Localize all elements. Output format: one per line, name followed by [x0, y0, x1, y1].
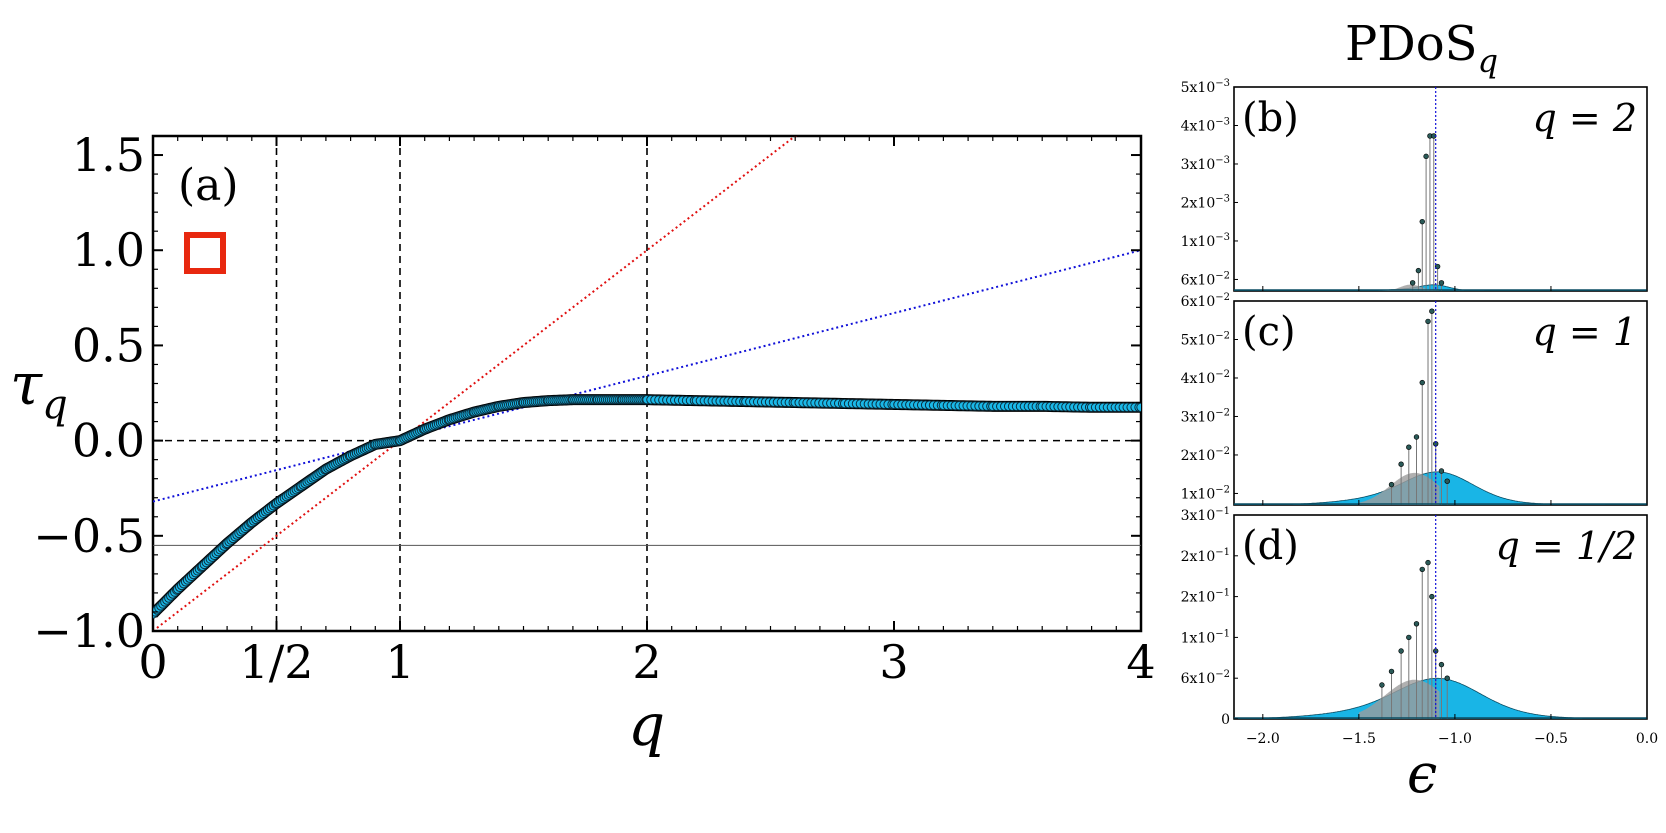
x-tick-label-3: 2: [632, 635, 661, 689]
pdos-grey-area: [1358, 472, 1440, 505]
pdos-spike-point: [1398, 461, 1404, 467]
pdos-spike-point: [1406, 444, 1412, 450]
x-axis-label: q: [628, 691, 665, 759]
pdos-y-tick-label: 2x10−1: [1181, 588, 1230, 606]
y-tick-label-0: −1.0: [33, 604, 145, 658]
pdos-y-tick-label: 2x10−2: [1181, 446, 1230, 464]
pdos-y-tick-label: 3x10−1: [1181, 506, 1230, 524]
pdos-spike-point: [1429, 308, 1435, 314]
pdos-spike-point: [1406, 634, 1412, 641]
y-tick-label-5: 1.5: [72, 128, 145, 182]
pdos-spike-point: [1388, 668, 1395, 675]
panel-a-ticks: −1.0 −0.5 0.0 0.5 1.0 1.5 0 1/2 1 2 3 4: [33, 128, 1155, 689]
y-tick-label-1: −0.5: [33, 509, 145, 563]
pdos-spike-point: [1444, 478, 1450, 484]
pdos-panel-label: (b): [1242, 95, 1299, 141]
pdos-spike-point: [1413, 621, 1420, 627]
right-title: PDoSq: [1345, 16, 1498, 80]
pdos-spike-point: [1419, 566, 1425, 573]
red-square-marker: [184, 232, 226, 274]
pdos-y-tick-label: 6x10−2: [1181, 292, 1230, 310]
pdos-spike-point: [1409, 280, 1416, 286]
panel-a-data: [153, 394, 1141, 619]
pdos-spike-point: [1425, 559, 1431, 566]
pdos-y-tick-label: 4x10−3: [1181, 116, 1230, 134]
x-tick-label-2: 1: [385, 635, 414, 689]
pdos-spike-point: [1434, 263, 1441, 270]
x-tick-label-0: 0: [138, 635, 167, 689]
pdos-spike-point: [1425, 318, 1431, 325]
pdos-panels: 5x10−3 4x10−3 3x10−3 2x10−3 1x10−3 6x10−2 (b) q…: [1181, 78, 1659, 747]
pdos-spike-point: [1419, 218, 1425, 225]
right-x-axis-label: ϵ: [1407, 742, 1437, 805]
pdos-panel-d: 3x10−1 2x10−1 2x10−1 1x10−1 6x10−2 0 −2.0 −1.5 −…: [1181, 506, 1659, 747]
y-tick-label-4: 1.0: [72, 223, 145, 277]
y-tick-label-3: 0.5: [72, 318, 145, 372]
pdos-spike-point: [1438, 280, 1445, 286]
pdos-panel-b: 5x10−3 4x10−3 3x10−3 2x10−3 1x10−3 6x10−2 (b) q…: [1181, 78, 1648, 292]
pdos-y-tick-label: 3x10−3: [1181, 155, 1230, 173]
tau-point-390: [1136, 402, 1141, 412]
pdos-x-tick-label-0: −2.0: [1246, 731, 1280, 747]
pdos-spike-point: [1388, 481, 1395, 488]
pdos-y-tick-label: 2x10−1: [1181, 547, 1230, 565]
pdos-spike-point: [1413, 434, 1420, 440]
pdos-spike-point: [1423, 153, 1429, 160]
pdos-spike-point: [1444, 675, 1450, 681]
pdos-q-annotation: q = 2: [1533, 96, 1638, 140]
pdos-q-annotation: q = 1/2: [1496, 524, 1637, 568]
pdos-y-tick-label: 5x10−2: [1181, 330, 1230, 348]
pdos-x-tick-label-2: −1.0: [1438, 731, 1472, 747]
pdos-y-tick-label: 6x10−2: [1181, 669, 1230, 687]
panel-a-label: (a): [178, 160, 239, 211]
y-axis-label: τq: [10, 350, 68, 428]
pdos-y-tick-label: 1x10−3: [1181, 232, 1230, 250]
pdos-q-annotation: q = 1: [1533, 310, 1638, 354]
pdos-y-tick-label: 5x10−3: [1181, 78, 1230, 96]
pdos-y-tick-label: 1x10−1: [1181, 628, 1230, 646]
x-tick-label-4: 3: [879, 635, 908, 689]
pdos-panel-label: (c): [1242, 309, 1296, 355]
x-tick-label-5: 4: [1126, 635, 1155, 689]
pdos-spike-point: [1438, 468, 1445, 474]
pdos-x-tick-label-1: −1.5: [1342, 731, 1376, 747]
panel-a-reference-lines: [153, 136, 1141, 631]
pdos-spike-point: [1415, 267, 1422, 274]
pdos-grey-area: [1358, 679, 1440, 719]
pdos-spike-point: [1438, 661, 1445, 668]
pdos-y-tick-label: 6x10−2: [1181, 270, 1230, 288]
pdos-spike-point: [1379, 682, 1385, 688]
panel-a: −1.0 −0.5 0.0 0.5 1.0 1.5 0 1/2 1 2 3 4 (a) τq q: [10, 128, 1156, 759]
pdos-x-tick-label-3: −0.5: [1534, 731, 1568, 747]
pdos-y-tick-label: 2x10−3: [1181, 193, 1230, 211]
pdos-panel-c: 6x10−2 5x10−2 4x10−2 3x10−2 2x10−2 1x10−2 (c) q…: [1181, 292, 1648, 506]
pdos-y-tick-label: 3x10−2: [1181, 407, 1230, 425]
x-tick-label-1: 1/2: [239, 635, 313, 689]
pdos-y-tick-label: 1x10−2: [1181, 484, 1230, 502]
pdos-spike-point: [1398, 648, 1404, 654]
pdos-y-tick-label: 4x10−2: [1181, 369, 1230, 387]
pdos-panel-label: (d): [1242, 523, 1299, 569]
y-tick-label-2: 0.0: [72, 414, 145, 468]
pdos-spike-point: [1419, 379, 1425, 386]
pdos-spike-point: [1429, 593, 1435, 600]
pdos-y-tick-label: 0: [1221, 712, 1230, 728]
pdos-frame: [1233, 86, 1648, 292]
pdos-x-tick-label-4: 0.0: [1636, 731, 1658, 747]
